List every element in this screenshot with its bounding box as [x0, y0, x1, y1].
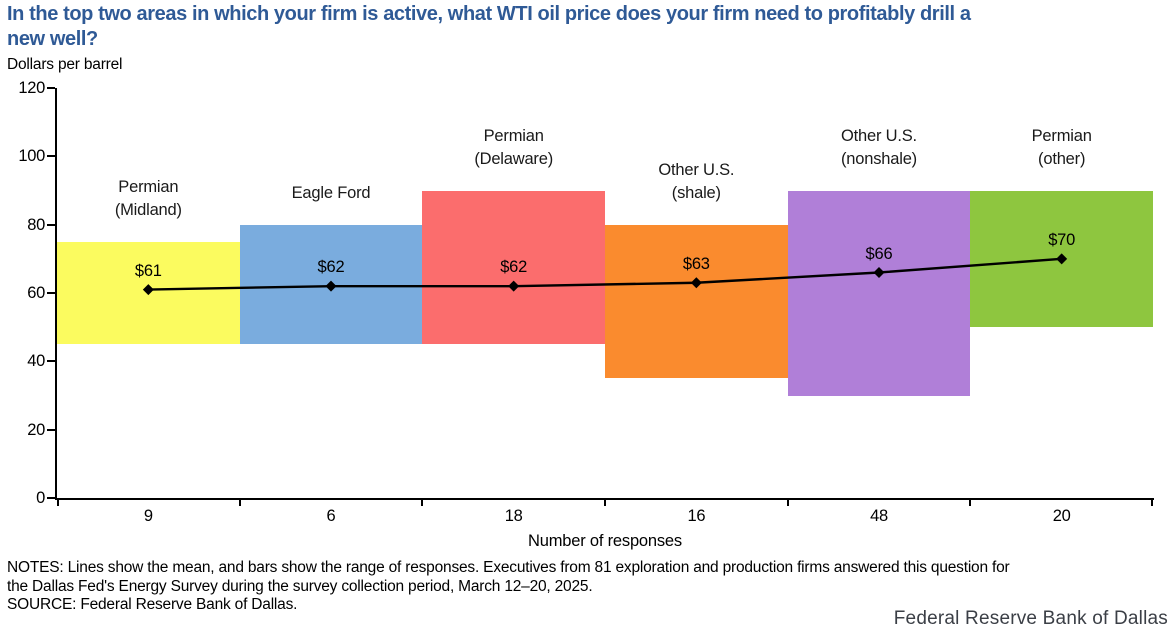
- y-axis-tick: [47, 497, 55, 499]
- y-axis-title: Dollars per barrel: [7, 56, 123, 73]
- category-label-line: (Midland): [114, 200, 182, 219]
- mean-value-label: $63: [682, 254, 710, 273]
- x-axis-tick: [421, 500, 424, 506]
- category-label-line: Permian: [483, 126, 544, 145]
- x-axis-response-count: 16: [687, 507, 706, 525]
- mean-diamond-marker: [873, 267, 885, 278]
- chart-title: In the top two areas in which your firm …: [7, 2, 1167, 52]
- mean-diamond-marker: [142, 284, 154, 296]
- category-label: Other U.S. (shale): [605, 159, 788, 205]
- notes-line2: the Dallas Fed's Energy Survey during th…: [7, 577, 593, 595]
- y-axis-tick-label: 0: [36, 489, 45, 507]
- notes-line1: NOTES: Lines show the mean, and bars sho…: [7, 559, 1010, 576]
- mean-value-label: $70: [1048, 230, 1076, 249]
- y-axis-tick-label: 60: [27, 284, 45, 302]
- x-axis-tick: [57, 500, 59, 506]
- notes-block: NOTES: Lines show the mean, and bars sho…: [7, 559, 1171, 615]
- x-axis-tick: [604, 500, 606, 506]
- chart-title-line1: In the top two areas in which your firm …: [7, 3, 971, 25]
- x-axis-tick: [786, 500, 789, 506]
- source-line: SOURCE: Federal Reserve Bank of Dallas.: [7, 596, 298, 613]
- category-label-line: (shale): [671, 183, 721, 202]
- y-axis-tick: [47, 428, 55, 431]
- chart-title-line2: new well?: [7, 28, 98, 50]
- x-axis-response-count: 6: [326, 507, 336, 525]
- x-axis-line: [55, 498, 1154, 500]
- range-bar: [605, 224, 788, 379]
- category-label-line: (Delaware): [474, 149, 553, 168]
- mean-value-label: $62: [500, 258, 528, 277]
- x-axis-title: Number of responses: [528, 532, 682, 550]
- mean-diamond-marker: [690, 277, 702, 289]
- category-label: Permian (other): [970, 125, 1153, 171]
- category-label: Permian (Midland): [57, 176, 240, 222]
- brand-wordmark: Federal Reserve Bank of Dallas: [893, 608, 1168, 629]
- y-axis-tick: [47, 155, 55, 158]
- mean-diamond-marker: [325, 280, 337, 292]
- y-axis-tick: [47, 223, 55, 226]
- category-label: Permian (Delaware): [422, 125, 605, 171]
- y-axis-tick-label: 40: [27, 352, 45, 371]
- x-axis-response-count: 48: [870, 507, 888, 525]
- mean-value-label: $61: [134, 261, 162, 280]
- y-axis-tick: [47, 87, 55, 89]
- y-axis-tick-label: 20: [27, 420, 45, 439]
- category-label-line: Eagle Ford: [291, 183, 371, 202]
- category-label-line: Permian: [118, 177, 179, 196]
- x-axis-tick: [238, 500, 241, 506]
- category-label: Eagle Ford: [240, 182, 423, 205]
- category-label-line: (other): [1038, 149, 1086, 168]
- category-label-line: (nonshale): [841, 149, 917, 168]
- x-axis-response-count: 18: [504, 507, 523, 525]
- y-axis-line: [55, 88, 57, 500]
- x-axis-tick: [1151, 500, 1153, 506]
- y-axis-tick: [47, 292, 55, 294]
- mean-line: [142, 253, 1068, 296]
- x-axis-tick: [969, 500, 972, 506]
- x-axis-response-count: 20: [1052, 507, 1071, 525]
- y-axis-tick-label: 80: [27, 215, 45, 234]
- mean-diamond-marker: [1056, 253, 1068, 265]
- range-bar: [787, 190, 971, 396]
- y-axis-tick: [47, 360, 55, 363]
- y-axis-tick-label: 120: [18, 79, 45, 97]
- category-label: Other U.S. (nonshale): [788, 125, 971, 171]
- category-label-line: Other U.S.: [841, 126, 917, 145]
- y-axis-tick-label: 100: [18, 147, 45, 166]
- category-label-line: Permian: [1031, 126, 1092, 145]
- category-label-line: Other U.S.: [658, 160, 735, 179]
- mean-value-label: $66: [865, 244, 893, 263]
- plot-area: 0 20 40 60 80 100 120 Permian (Midland) $61 9 Eagle…: [18, 79, 1154, 525]
- mean-value-label: $62: [317, 258, 345, 277]
- mean-diamond-marker: [508, 280, 520, 292]
- range-bar: [422, 190, 605, 345]
- x-axis-response-count: 9: [143, 507, 153, 525]
